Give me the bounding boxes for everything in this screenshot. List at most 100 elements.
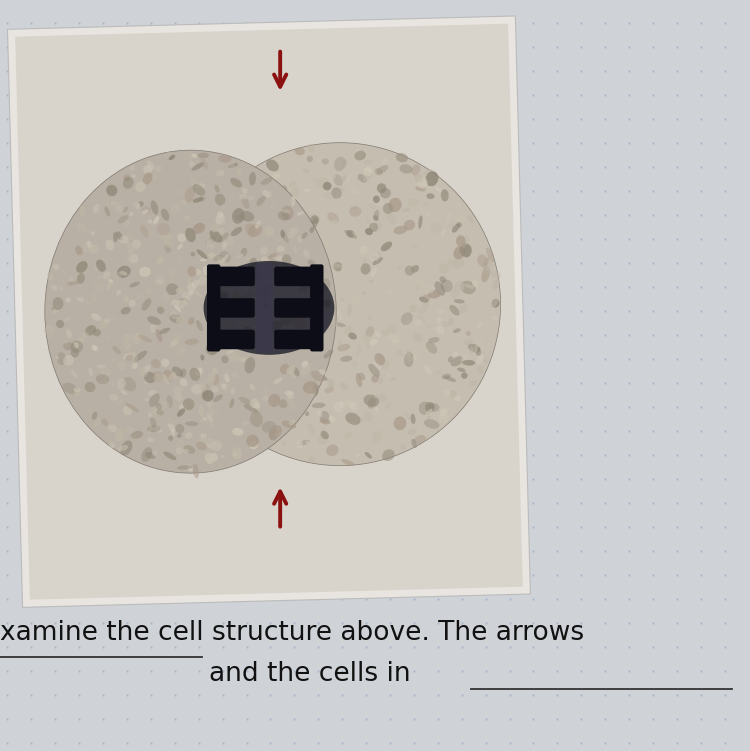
Ellipse shape bbox=[243, 418, 255, 432]
Ellipse shape bbox=[117, 266, 130, 278]
Ellipse shape bbox=[232, 450, 242, 459]
Ellipse shape bbox=[492, 299, 500, 308]
Ellipse shape bbox=[220, 380, 225, 385]
Ellipse shape bbox=[331, 304, 338, 312]
Ellipse shape bbox=[310, 333, 320, 342]
Ellipse shape bbox=[164, 245, 171, 253]
Ellipse shape bbox=[123, 295, 129, 303]
Ellipse shape bbox=[290, 335, 297, 339]
Ellipse shape bbox=[344, 433, 352, 439]
Ellipse shape bbox=[252, 209, 264, 218]
Ellipse shape bbox=[193, 223, 206, 234]
Ellipse shape bbox=[130, 165, 135, 170]
Ellipse shape bbox=[239, 335, 250, 342]
Ellipse shape bbox=[236, 254, 244, 258]
Ellipse shape bbox=[440, 229, 446, 237]
Ellipse shape bbox=[277, 327, 286, 335]
Ellipse shape bbox=[398, 267, 401, 270]
Ellipse shape bbox=[88, 245, 99, 254]
Ellipse shape bbox=[110, 440, 114, 445]
Ellipse shape bbox=[290, 371, 297, 379]
Ellipse shape bbox=[334, 157, 346, 171]
Ellipse shape bbox=[106, 282, 112, 290]
FancyBboxPatch shape bbox=[256, 263, 273, 353]
Ellipse shape bbox=[364, 452, 372, 459]
Ellipse shape bbox=[274, 433, 280, 436]
Ellipse shape bbox=[286, 397, 293, 405]
Ellipse shape bbox=[456, 235, 466, 247]
Ellipse shape bbox=[453, 328, 460, 333]
Ellipse shape bbox=[245, 428, 254, 437]
Ellipse shape bbox=[257, 297, 266, 306]
Ellipse shape bbox=[268, 430, 278, 440]
Ellipse shape bbox=[172, 300, 179, 307]
Ellipse shape bbox=[468, 344, 481, 352]
FancyBboxPatch shape bbox=[214, 267, 255, 286]
Ellipse shape bbox=[271, 181, 278, 189]
Ellipse shape bbox=[223, 253, 229, 261]
Ellipse shape bbox=[299, 391, 310, 402]
Ellipse shape bbox=[311, 371, 325, 382]
Ellipse shape bbox=[140, 225, 149, 237]
Ellipse shape bbox=[238, 300, 247, 308]
Ellipse shape bbox=[300, 286, 314, 300]
Ellipse shape bbox=[464, 245, 471, 258]
Ellipse shape bbox=[175, 300, 184, 309]
Ellipse shape bbox=[386, 213, 396, 220]
Ellipse shape bbox=[211, 334, 215, 340]
Ellipse shape bbox=[70, 348, 80, 357]
Ellipse shape bbox=[225, 301, 232, 312]
Ellipse shape bbox=[312, 178, 319, 184]
FancyBboxPatch shape bbox=[274, 267, 314, 286]
Ellipse shape bbox=[244, 327, 251, 333]
Ellipse shape bbox=[197, 152, 209, 158]
Ellipse shape bbox=[322, 332, 332, 339]
Ellipse shape bbox=[190, 305, 200, 312]
Ellipse shape bbox=[223, 241, 229, 247]
Ellipse shape bbox=[151, 408, 162, 415]
Ellipse shape bbox=[53, 264, 59, 270]
Ellipse shape bbox=[440, 276, 446, 283]
Ellipse shape bbox=[187, 347, 194, 354]
Ellipse shape bbox=[159, 400, 170, 409]
Ellipse shape bbox=[260, 400, 268, 412]
Ellipse shape bbox=[424, 409, 433, 417]
Ellipse shape bbox=[91, 231, 95, 235]
Ellipse shape bbox=[64, 340, 68, 347]
Ellipse shape bbox=[206, 240, 212, 246]
Ellipse shape bbox=[239, 304, 243, 309]
Ellipse shape bbox=[440, 279, 453, 292]
Ellipse shape bbox=[324, 355, 329, 360]
Ellipse shape bbox=[270, 353, 278, 360]
Ellipse shape bbox=[263, 202, 268, 210]
Ellipse shape bbox=[121, 440, 133, 456]
Ellipse shape bbox=[280, 300, 286, 306]
Ellipse shape bbox=[426, 342, 437, 354]
Ellipse shape bbox=[196, 183, 206, 189]
Ellipse shape bbox=[80, 205, 86, 216]
Ellipse shape bbox=[245, 372, 256, 384]
Ellipse shape bbox=[177, 409, 185, 417]
Ellipse shape bbox=[207, 403, 212, 408]
Ellipse shape bbox=[148, 426, 152, 433]
Ellipse shape bbox=[144, 372, 156, 383]
Ellipse shape bbox=[70, 340, 83, 353]
Ellipse shape bbox=[319, 337, 323, 341]
Ellipse shape bbox=[464, 339, 473, 345]
Ellipse shape bbox=[120, 271, 128, 276]
Ellipse shape bbox=[310, 227, 314, 233]
Ellipse shape bbox=[454, 201, 460, 210]
Ellipse shape bbox=[290, 190, 298, 198]
Ellipse shape bbox=[303, 261, 310, 267]
Ellipse shape bbox=[142, 173, 152, 185]
Ellipse shape bbox=[75, 246, 82, 255]
Ellipse shape bbox=[202, 296, 210, 304]
Ellipse shape bbox=[124, 174, 130, 182]
Ellipse shape bbox=[282, 421, 296, 429]
Ellipse shape bbox=[151, 201, 158, 215]
Ellipse shape bbox=[235, 215, 245, 221]
Ellipse shape bbox=[116, 231, 122, 240]
Ellipse shape bbox=[218, 261, 228, 270]
Ellipse shape bbox=[261, 195, 269, 203]
Ellipse shape bbox=[320, 342, 326, 350]
